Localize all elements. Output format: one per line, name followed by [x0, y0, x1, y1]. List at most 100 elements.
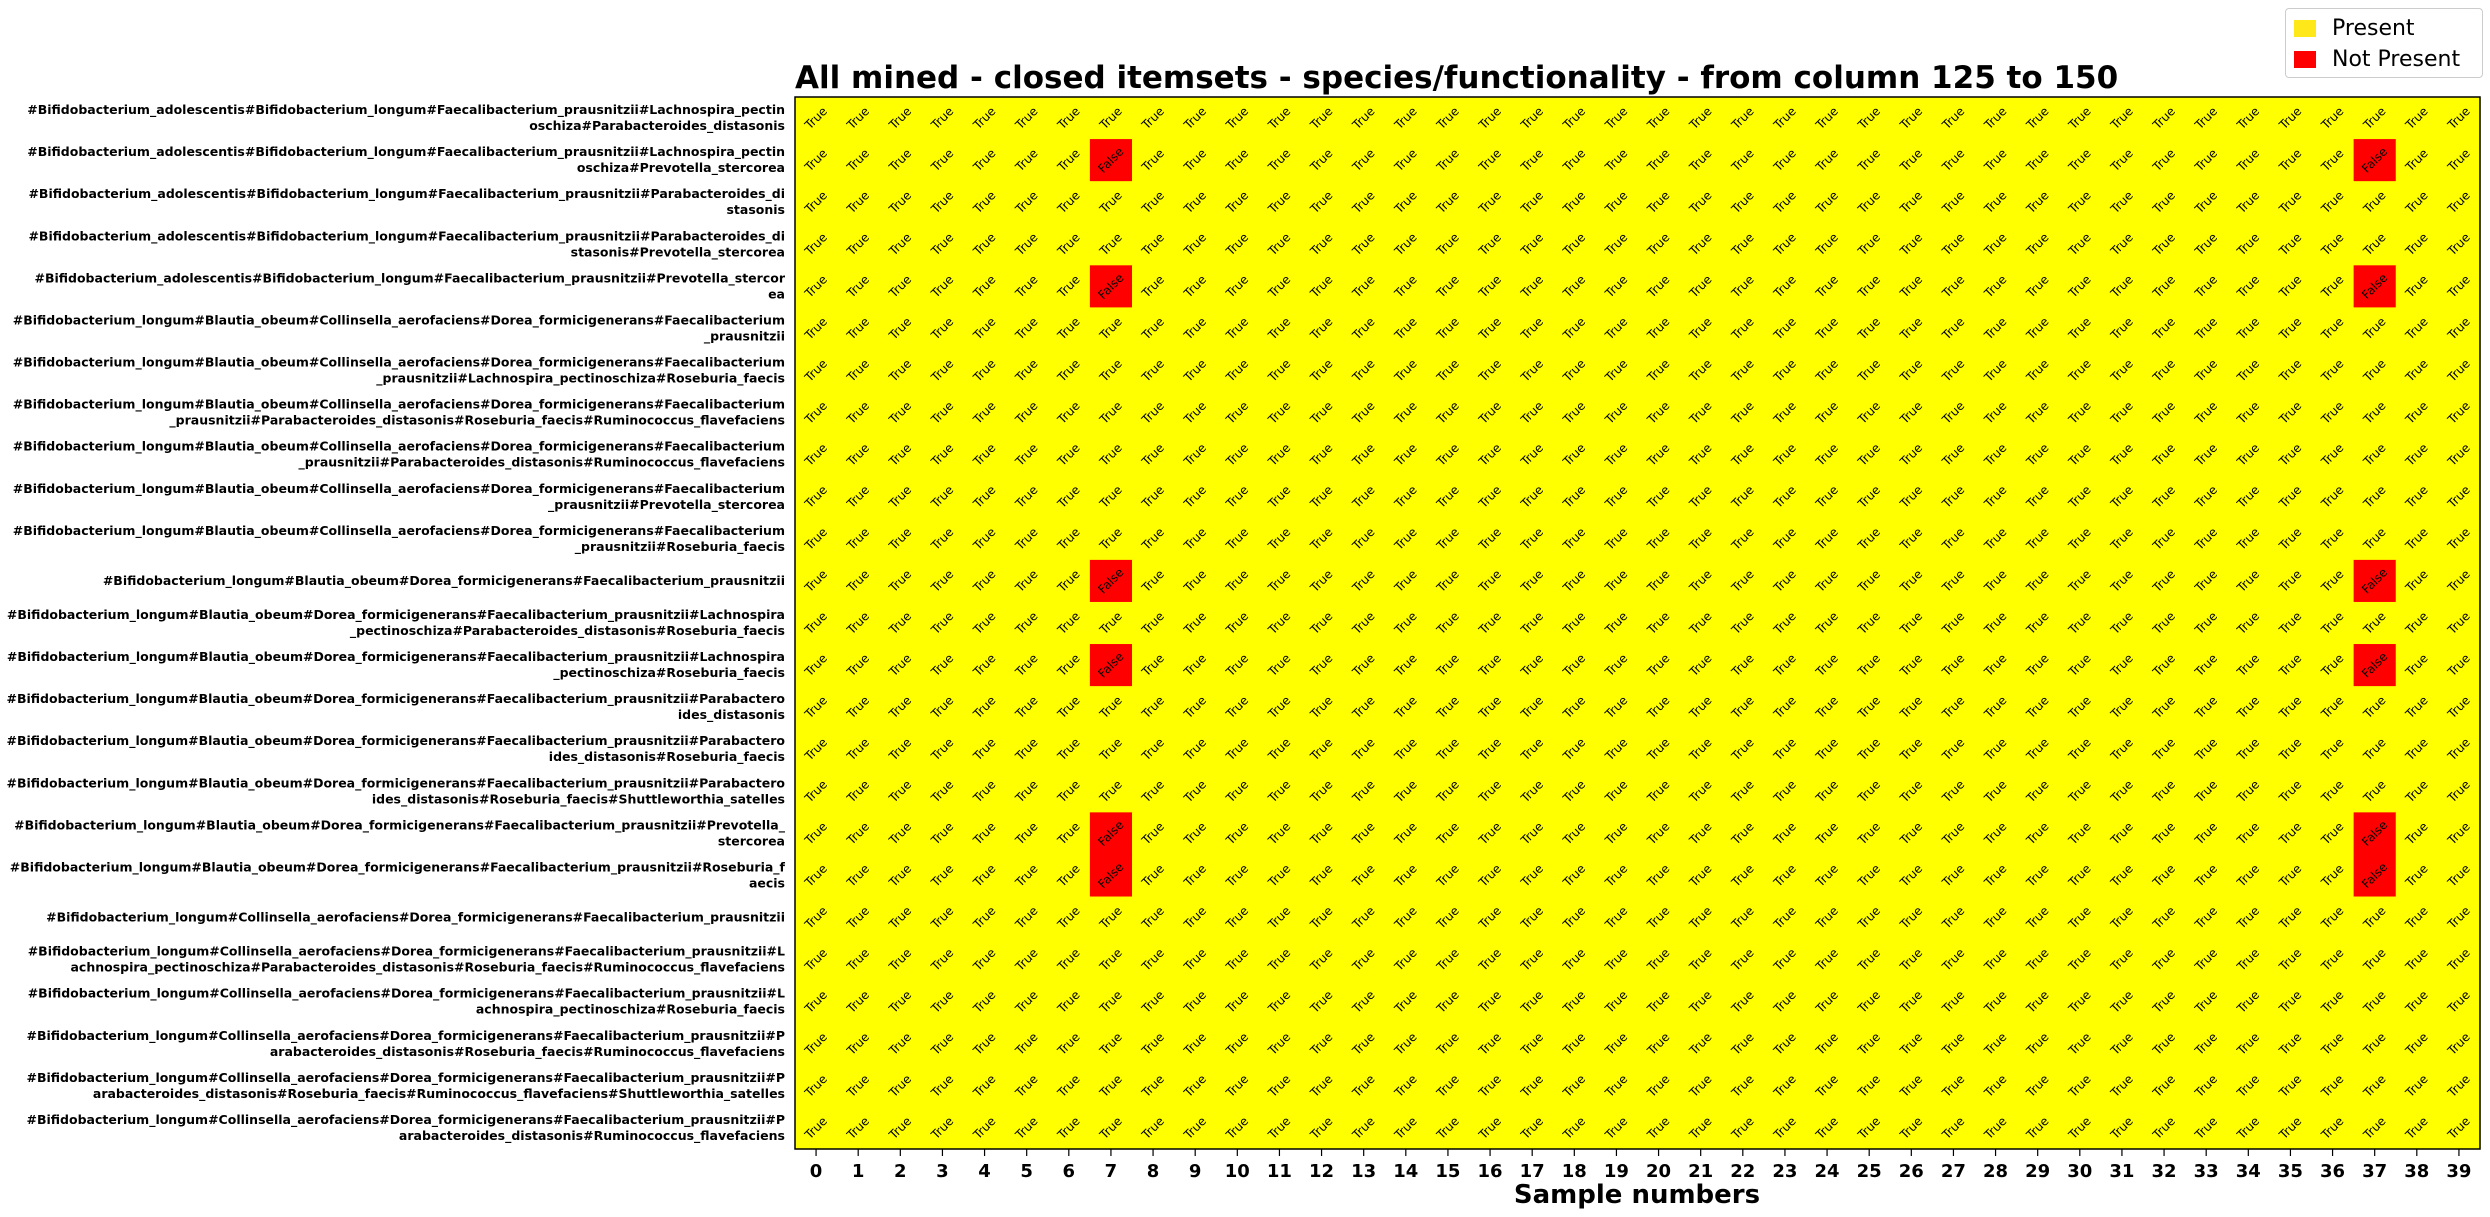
heatmap-cell	[1089, 1022, 1133, 1066]
heatmap-cell	[2143, 223, 2186, 266]
heatmap-cell	[2227, 644, 2270, 687]
heatmap-cell	[879, 139, 922, 182]
heatmap-cell	[1426, 601, 1470, 645]
heatmap-cell	[1721, 686, 1765, 729]
heatmap-cell	[1216, 349, 1259, 393]
heatmap-cell	[1974, 97, 2018, 140]
heatmap-cell	[1932, 938, 1976, 982]
heatmap-cell	[1258, 980, 1302, 1024]
heatmap-cell	[1258, 812, 1302, 856]
heatmap-cell	[1679, 517, 1723, 561]
heatmap-cell	[1089, 181, 1133, 224]
heatmap-cell	[1679, 181, 1723, 224]
heatmap-cell	[1174, 686, 1217, 729]
heatmap-cell	[1595, 812, 1639, 856]
heatmap-cell	[1595, 139, 1639, 182]
heatmap-cell	[1890, 517, 1933, 561]
heatmap-cell	[1005, 475, 1049, 519]
heatmap-cell	[1258, 181, 1302, 224]
heatmap-cell	[1469, 686, 1512, 729]
heatmap-cell	[1047, 391, 1091, 435]
heatmap-cell	[879, 601, 922, 645]
heatmap-cell	[837, 433, 880, 477]
heatmap-cell	[1258, 728, 1302, 771]
heatmap-cell	[1005, 265, 1049, 308]
heatmap-cell	[1089, 265, 1133, 308]
y-tick-label: #Bifidobacterium_adolescentis#Bifidobact…	[27, 144, 785, 176]
heatmap-cell	[921, 559, 965, 603]
heatmap-cell	[1932, 433, 1976, 477]
heatmap-cell	[1132, 770, 1175, 813]
heatmap-cell	[1005, 601, 1049, 645]
heatmap-cell	[795, 181, 838, 224]
heatmap-cell	[2058, 644, 2102, 687]
heatmap-cell	[1806, 139, 1849, 182]
heatmap-cell	[1174, 265, 1217, 308]
heatmap-cell	[1426, 139, 1470, 182]
x-tick-label: 37	[2362, 1161, 2387, 1182]
heatmap-cell	[2269, 770, 2313, 813]
heatmap-cell	[1300, 223, 1344, 266]
heatmap-cell	[2016, 686, 2060, 729]
heatmap-cell	[2395, 433, 2439, 477]
heatmap-cell	[1005, 97, 1049, 140]
heatmap-cell	[795, 854, 838, 898]
heatmap-cell	[2185, 601, 2228, 645]
heatmap-cell	[2185, 854, 2228, 898]
heatmap-cell	[2311, 854, 2355, 898]
heatmap-cell	[2143, 307, 2186, 351]
heatmap-cell	[2143, 601, 2186, 645]
heatmap-cell	[1426, 559, 1470, 603]
heatmap-cell	[2311, 433, 2355, 477]
heatmap-cell	[1637, 1064, 1681, 1108]
heatmap-cell	[1848, 97, 1891, 140]
heatmap-cell	[1595, 1064, 1639, 1108]
heatmap-cell	[2100, 644, 2144, 687]
heatmap-cell	[1721, 97, 1765, 140]
heatmap-cell	[1047, 139, 1091, 182]
heatmap-cell	[1679, 896, 1723, 940]
heatmap-cell	[1469, 223, 1512, 266]
heatmap-cell	[1132, 307, 1175, 351]
heatmap-cell	[795, 307, 838, 351]
heatmap-cell	[1806, 1064, 1849, 1108]
heatmap-cell	[963, 812, 1007, 856]
heatmap-cell	[1300, 307, 1344, 351]
heatmap-cell	[1553, 517, 1596, 561]
heatmap-cell	[1637, 517, 1681, 561]
heatmap-cell	[2437, 517, 2481, 561]
heatmap-cell	[1595, 770, 1639, 813]
heatmap-cell	[1384, 517, 1428, 561]
heatmap-cell	[2058, 728, 2102, 771]
heatmap-cell	[1089, 938, 1133, 982]
heatmap-cell	[2437, 223, 2481, 266]
heatmap-cell	[2311, 475, 2355, 519]
heatmap-cell	[1089, 728, 1133, 771]
heatmap-cell	[1384, 349, 1428, 393]
heatmap-cell	[2016, 139, 2060, 182]
heatmap-cell	[2143, 728, 2186, 771]
heatmap-cell	[2016, 475, 2060, 519]
heatmap-cell	[795, 349, 838, 393]
heatmap-cell	[1384, 391, 1428, 435]
heatmap-cell	[1848, 139, 1891, 182]
heatmap-cell	[837, 475, 880, 519]
heatmap-cell	[2353, 812, 2397, 856]
heatmap-cell	[1089, 812, 1133, 856]
y-tick-label: #Bifidobacterium_adolescentis#Bifidobact…	[34, 270, 785, 301]
heatmap-cell	[1342, 728, 1386, 771]
heatmap-cell	[2143, 896, 2186, 940]
heatmap-cell	[1974, 938, 2018, 982]
heatmap-cell	[795, 223, 838, 266]
heatmap-cell	[1974, 644, 2018, 687]
heatmap-cell	[2143, 559, 2186, 603]
y-tick-label: #Bifidobacterium_longum#Blautia_obeum#Do…	[7, 775, 786, 807]
heatmap-cell	[1679, 686, 1723, 729]
heatmap-cell	[2395, 686, 2439, 729]
heatmap-cell	[1890, 181, 1933, 224]
heatmap-cell	[2016, 181, 2060, 224]
heatmap-cell	[1553, 728, 1596, 771]
heatmap-cell	[1047, 181, 1091, 224]
heatmap-cell	[2100, 728, 2144, 771]
heatmap-cell	[2016, 644, 2060, 687]
